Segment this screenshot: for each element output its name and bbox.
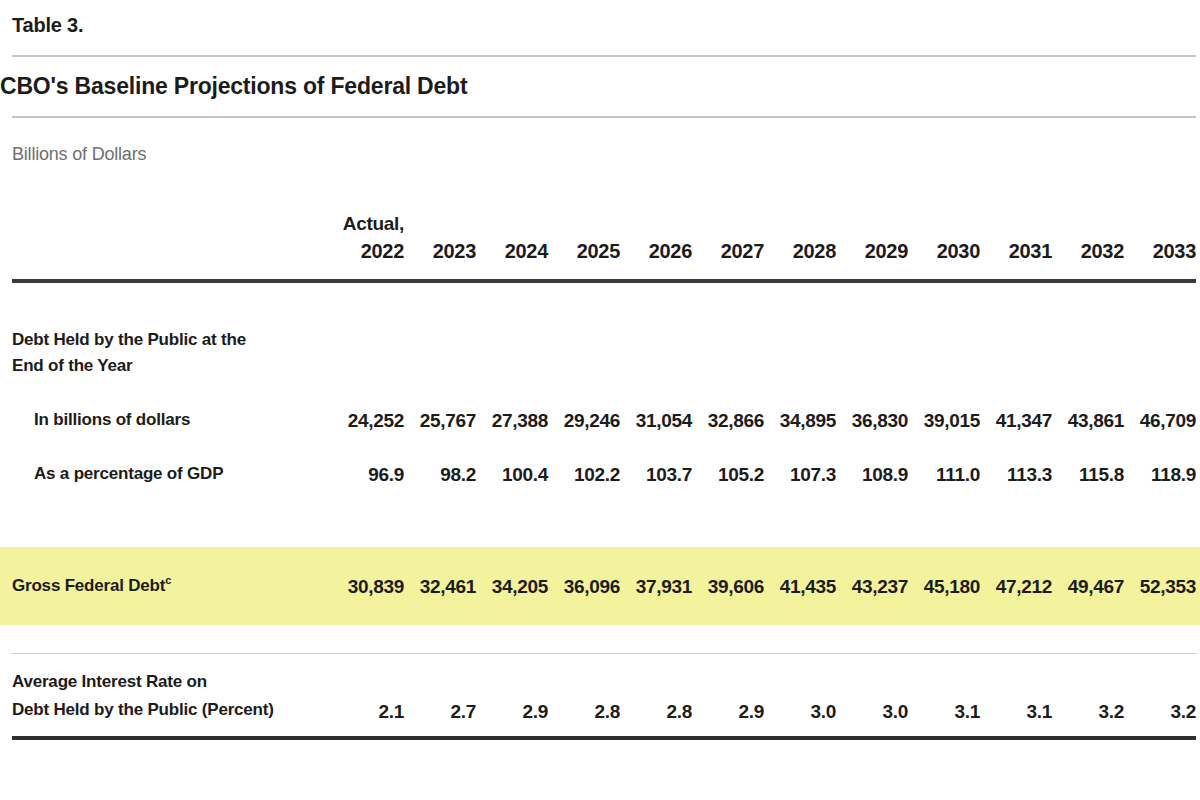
gross-debt-label: Gross Federal Debt [12,576,165,595]
title-divider [12,116,1196,118]
value-cell: 34,895 [764,409,836,433]
value-cell: 3.1 [908,700,980,724]
year-column-header: 2032 [1052,237,1124,265]
year-column-header: 2029 [836,237,908,265]
value-cell: 3.2 [1052,700,1124,724]
header-rule [12,279,1196,283]
value-cell: 113.3 [980,463,1052,487]
value-cell: 111.0 [908,463,980,487]
year-column-header: 2026 [620,237,692,265]
row-label: As a percentage of GDP [12,461,332,487]
group-label-line1: Debt Held by the Public at the [12,327,1196,353]
row-in-billions: In billions of dollars 24,252 25,767 27,… [12,407,1196,433]
row-group-debt-held: Debt Held by the Public at the End of th… [12,327,1196,379]
value-cell: 98.2 [404,463,476,487]
value-cell: 31,054 [620,409,692,433]
value-cell: 3.2 [1124,700,1196,724]
value-cell: 2.8 [620,700,692,724]
avg-interest-label-line1: Average Interest Rate on [12,668,332,696]
group-label-line2: End of the Year [12,353,1196,379]
value-cell: 105.2 [692,463,764,487]
actual-note-label: Actual, [332,211,404,237]
year-column-header: 2025 [548,237,620,265]
value-cell: 27,388 [476,409,548,433]
value-cell: 102.2 [548,463,620,487]
year-column-header: 2027 [692,237,764,265]
value-cell: 46,709 [1124,409,1196,433]
top-divider [12,55,1196,57]
value-cell: 43,861 [1052,409,1124,433]
year-header-row: Actual, 2022 2023 2024 2025 2026 2027 20… [12,211,1196,279]
footnote-marker: c [165,574,171,586]
value-cell: 118.9 [1124,463,1196,487]
value-cell: 32,866 [692,409,764,433]
value-cell: 3.0 [764,700,836,724]
year-label: 2022 [361,240,404,262]
value-cell: 49,467 [1052,575,1124,599]
year-column-header: Actual, 2022 [332,211,404,265]
value-cell: 2.1 [332,700,404,724]
value-cell: 36,830 [836,409,908,433]
bottom-rule [12,736,1196,740]
value-cell: 2.9 [692,700,764,724]
year-column-header: 2028 [764,237,836,265]
value-cell: 3.0 [836,700,908,724]
value-cell: 25,767 [404,409,476,433]
value-cell: 41,435 [764,575,836,599]
value-cell: 45,180 [908,575,980,599]
units-label: Billions of Dollars [12,144,1196,165]
year-column-header: 2031 [980,237,1052,265]
value-cell: 108.9 [836,463,908,487]
highlighted-row-gross-federal-debt: Gross Federal Debtc 30,839 32,461 34,205… [0,547,1200,625]
year-column-header: 2024 [476,237,548,265]
table-title: CBO's Baseline Projections of Federal De… [0,73,1184,100]
value-cell: 115.8 [1052,463,1124,487]
table-number-label: Table 3. [12,0,1196,37]
row-avg-interest-rate: Average Interest Rate on Debt Held by th… [12,668,1196,724]
row-label: Gross Federal Debtc [12,573,332,599]
value-cell: 47,212 [980,575,1052,599]
value-cell: 2.9 [476,700,548,724]
value-cell: 41,347 [980,409,1052,433]
value-cell: 39,015 [908,409,980,433]
document-page: Table 3. CBO's Baseline Projections of F… [0,0,1200,800]
value-cell: 36,096 [548,575,620,599]
value-cell: 24,252 [332,409,404,433]
year-column-header: 2033 [1124,237,1196,265]
avg-interest-label-line2: Debt Held by the Public (Percent) [12,696,332,724]
value-cell: 30,839 [332,575,404,599]
value-cell: 32,461 [404,575,476,599]
value-cell: 37,931 [620,575,692,599]
value-cell: 100.4 [476,463,548,487]
value-cell: 29,246 [548,409,620,433]
row-label: Average Interest Rate on Debt Held by th… [12,668,332,724]
value-cell: 103.7 [620,463,692,487]
row-label: In billions of dollars [12,407,332,433]
value-cell: 2.7 [404,700,476,724]
year-column-header: 2023 [404,237,476,265]
value-cell: 3.1 [980,700,1052,724]
value-cell: 107.3 [764,463,836,487]
value-cell: 43,237 [836,575,908,599]
row-gross-federal-debt: Gross Federal Debtc 30,839 32,461 34,205… [12,573,1200,599]
section-divider [12,653,1196,654]
value-cell: 96.9 [332,463,404,487]
value-cell: 2.8 [548,700,620,724]
year-column-header: 2030 [908,237,980,265]
value-cell: 34,205 [476,575,548,599]
row-pct-gdp: As a percentage of GDP 96.9 98.2 100.4 1… [12,461,1196,487]
value-cell: 52,353 [1124,575,1196,599]
value-cell: 39,606 [692,575,764,599]
